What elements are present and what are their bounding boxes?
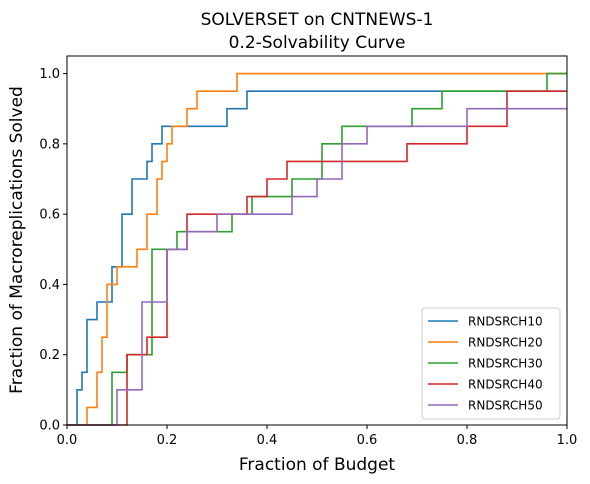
legend: RNDSRCH10 RNDSRCH20 RNDSRCH30 RNDSRCH40 RNDS… <box>421 307 561 420</box>
y-tick-label: 0.8 <box>39 137 60 152</box>
chart-title-line-2: 0.2-Solvability Curve <box>229 33 406 53</box>
legend-box <box>421 307 561 420</box>
series-line-rndsrch50 <box>67 107 567 426</box>
legend-label-rndsrch20: RNDSRCH20 <box>468 336 543 350</box>
tick-layer: 0.0 0.2 0.4 0.6 0.8 1.0 0.0 0.2 0.4 0.6 0.8 1.0 <box>39 67 577 448</box>
x-tick-label: 1.0 <box>557 433 578 448</box>
y-tick-label: 0.2 <box>39 348 60 363</box>
legend-label-rndsrch30: RNDSRCH30 <box>468 357 543 371</box>
x-tick-label: 0.0 <box>57 433 78 448</box>
y-tick-label: 0.4 <box>39 278 60 293</box>
x-tick-label: 0.4 <box>257 433 278 448</box>
series-layer <box>67 72 567 426</box>
series-line-rndsrch20 <box>67 72 567 426</box>
x-tick-label: 0.6 <box>357 433 378 448</box>
y-tick-label: 0.6 <box>39 208 60 223</box>
x-tick-label: 0.8 <box>457 433 478 448</box>
y-axis-label: Fraction of Macroreplications Solved <box>7 86 27 394</box>
legend-label-rndsrch50: RNDSRCH50 <box>468 399 543 413</box>
x-axis-label: Fraction of Budget <box>239 455 396 475</box>
y-tick-label: 1.0 <box>39 67 60 82</box>
chart-title-line-1: SOLVERSET on CNTNEWS-1 <box>201 10 434 30</box>
legend-label-rndsrch40: RNDSRCH40 <box>468 378 543 392</box>
x-tick-label: 0.2 <box>157 433 178 448</box>
y-tick-label: 0.0 <box>39 419 60 434</box>
series-line-rndsrch40 <box>67 90 567 426</box>
legend-label-rndsrch10: RNDSRCH10 <box>468 315 543 329</box>
plot-frame <box>66 55 568 426</box>
